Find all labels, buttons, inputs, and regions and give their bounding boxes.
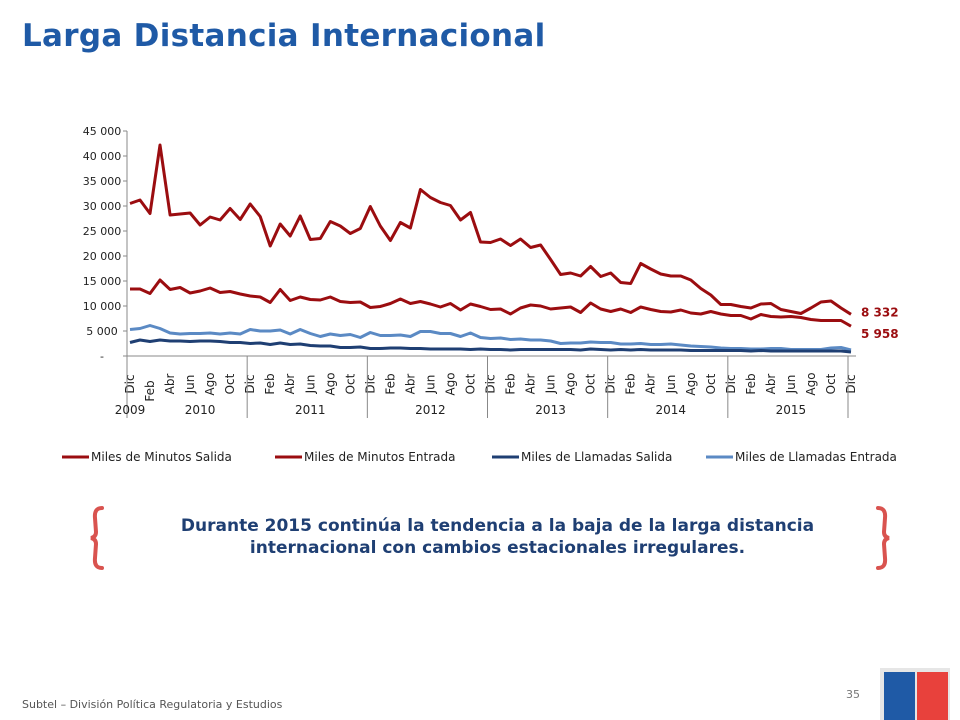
y-tick-label: 5 000: [86, 325, 118, 338]
y-tick-label: 20 000: [83, 250, 122, 263]
series-line: [129, 338, 852, 354]
year-label: 2013: [535, 403, 566, 417]
y-tick-label: 45 000: [83, 125, 122, 138]
year-label: 2012: [415, 403, 446, 417]
y-tick-label: 40 000: [83, 150, 122, 163]
chile-flag-logo: [880, 668, 950, 720]
page-title: Larga Distancia Internacional: [22, 18, 546, 54]
legend-label: Miles de Minutos Entrada: [304, 450, 455, 464]
year-label: 2009: [115, 403, 146, 417]
series-line: [129, 143, 852, 316]
x-tick-label: Ago: [804, 372, 818, 395]
page-number: 35: [846, 688, 860, 701]
x-tick-label: Dic: [724, 374, 738, 393]
year-label: 2011: [295, 403, 326, 417]
legend-label: Miles de Llamadas Salida: [521, 450, 672, 464]
y-tick-label: 35 000: [83, 175, 122, 188]
y-tick-label: 10 000: [83, 300, 122, 313]
x-tick-label: Oct: [343, 373, 357, 394]
x-tick-label: Dic: [484, 374, 498, 393]
y-tick-label: 15 000: [83, 275, 122, 288]
y-tick-label: 25 000: [83, 225, 122, 238]
x-tick-label: Ago: [203, 372, 217, 395]
x-tick-label: Abr: [283, 374, 297, 395]
year-label: 2015: [776, 403, 807, 417]
line-chart: - 5 000 10 000 15 000 20 000 25 000 30 000 35 0…: [62, 125, 899, 464]
x-tick-label: Abr: [163, 374, 177, 395]
x-tick-label: Feb: [504, 373, 518, 394]
callout-text: Durante 2015 continúa la tendencia a la …: [180, 516, 815, 558]
x-tick-label: Dic: [123, 374, 137, 393]
end-labels: 8 332 5 958: [861, 305, 899, 341]
series-line: [130, 278, 852, 328]
y-tick-label: -: [100, 350, 104, 363]
x-tick-label: Feb: [263, 373, 277, 394]
x-tick-label: Jun: [183, 375, 197, 395]
x-tick-label: Ago: [443, 372, 457, 395]
x-tick-label: Oct: [704, 373, 718, 394]
x-tick-label: Jun: [423, 375, 437, 395]
legend-label: Miles de Minutos Salida: [91, 450, 232, 464]
x-tick-label: Ago: [323, 372, 337, 395]
y-tick-label: 30 000: [83, 200, 122, 213]
x-tick-label: Abr: [524, 374, 538, 395]
year-label: 2014: [655, 403, 686, 417]
right-brace-icon: [876, 506, 890, 570]
x-tick-label: Jun: [303, 375, 317, 395]
x-tick-label: Dic: [844, 374, 858, 393]
x-tick-label: Ago: [564, 372, 578, 395]
x-tick-label: Feb: [744, 373, 758, 394]
x-tick-label: Jun: [544, 375, 558, 395]
series-end-label: 8 332: [861, 305, 899, 319]
x-tick-label: Feb: [624, 373, 638, 394]
x-tick-label: Abr: [764, 374, 778, 395]
y-axis: - 5 000 10 000 15 000 20 000 25 000 30 000 35 0…: [83, 125, 128, 363]
x-tick-label: Feb: [383, 373, 397, 394]
x-tick-label: Jun: [784, 375, 798, 395]
x-tick-label: Feb: [143, 380, 157, 401]
x-tick-label: Dic: [243, 374, 257, 393]
x-tick-label: Dic: [604, 374, 618, 393]
x-axis: Dic Feb Abr Jun Ago Oct Dic Feb Abr Jun Ago Oct Dic F…: [115, 355, 858, 418]
x-tick-label: Oct: [584, 373, 598, 394]
year-label: 2010: [185, 403, 216, 417]
x-tick-label: Dic: [363, 374, 377, 393]
footer-text: Subtel – División Política Regulatoria y…: [22, 698, 283, 711]
series-end-label: 5 958: [861, 327, 899, 341]
x-tick-label: Abr: [403, 374, 417, 395]
x-tick-label: Oct: [223, 373, 237, 394]
legend: Miles de Minutos Salida Miles de Minutos …: [62, 450, 897, 464]
x-tick-label: Ago: [684, 372, 698, 395]
x-tick-label: Oct: [824, 373, 838, 394]
callout-year: 2015: [264, 516, 312, 536]
x-tick-label: Jun: [664, 375, 678, 395]
left-brace-icon: [90, 506, 104, 570]
x-tick-label: Oct: [463, 373, 477, 394]
series-lines: [129, 143, 852, 354]
legend-label: Miles de Llamadas Entrada: [735, 450, 897, 464]
series-line: [129, 324, 852, 352]
x-tick-label: Abr: [644, 374, 658, 395]
